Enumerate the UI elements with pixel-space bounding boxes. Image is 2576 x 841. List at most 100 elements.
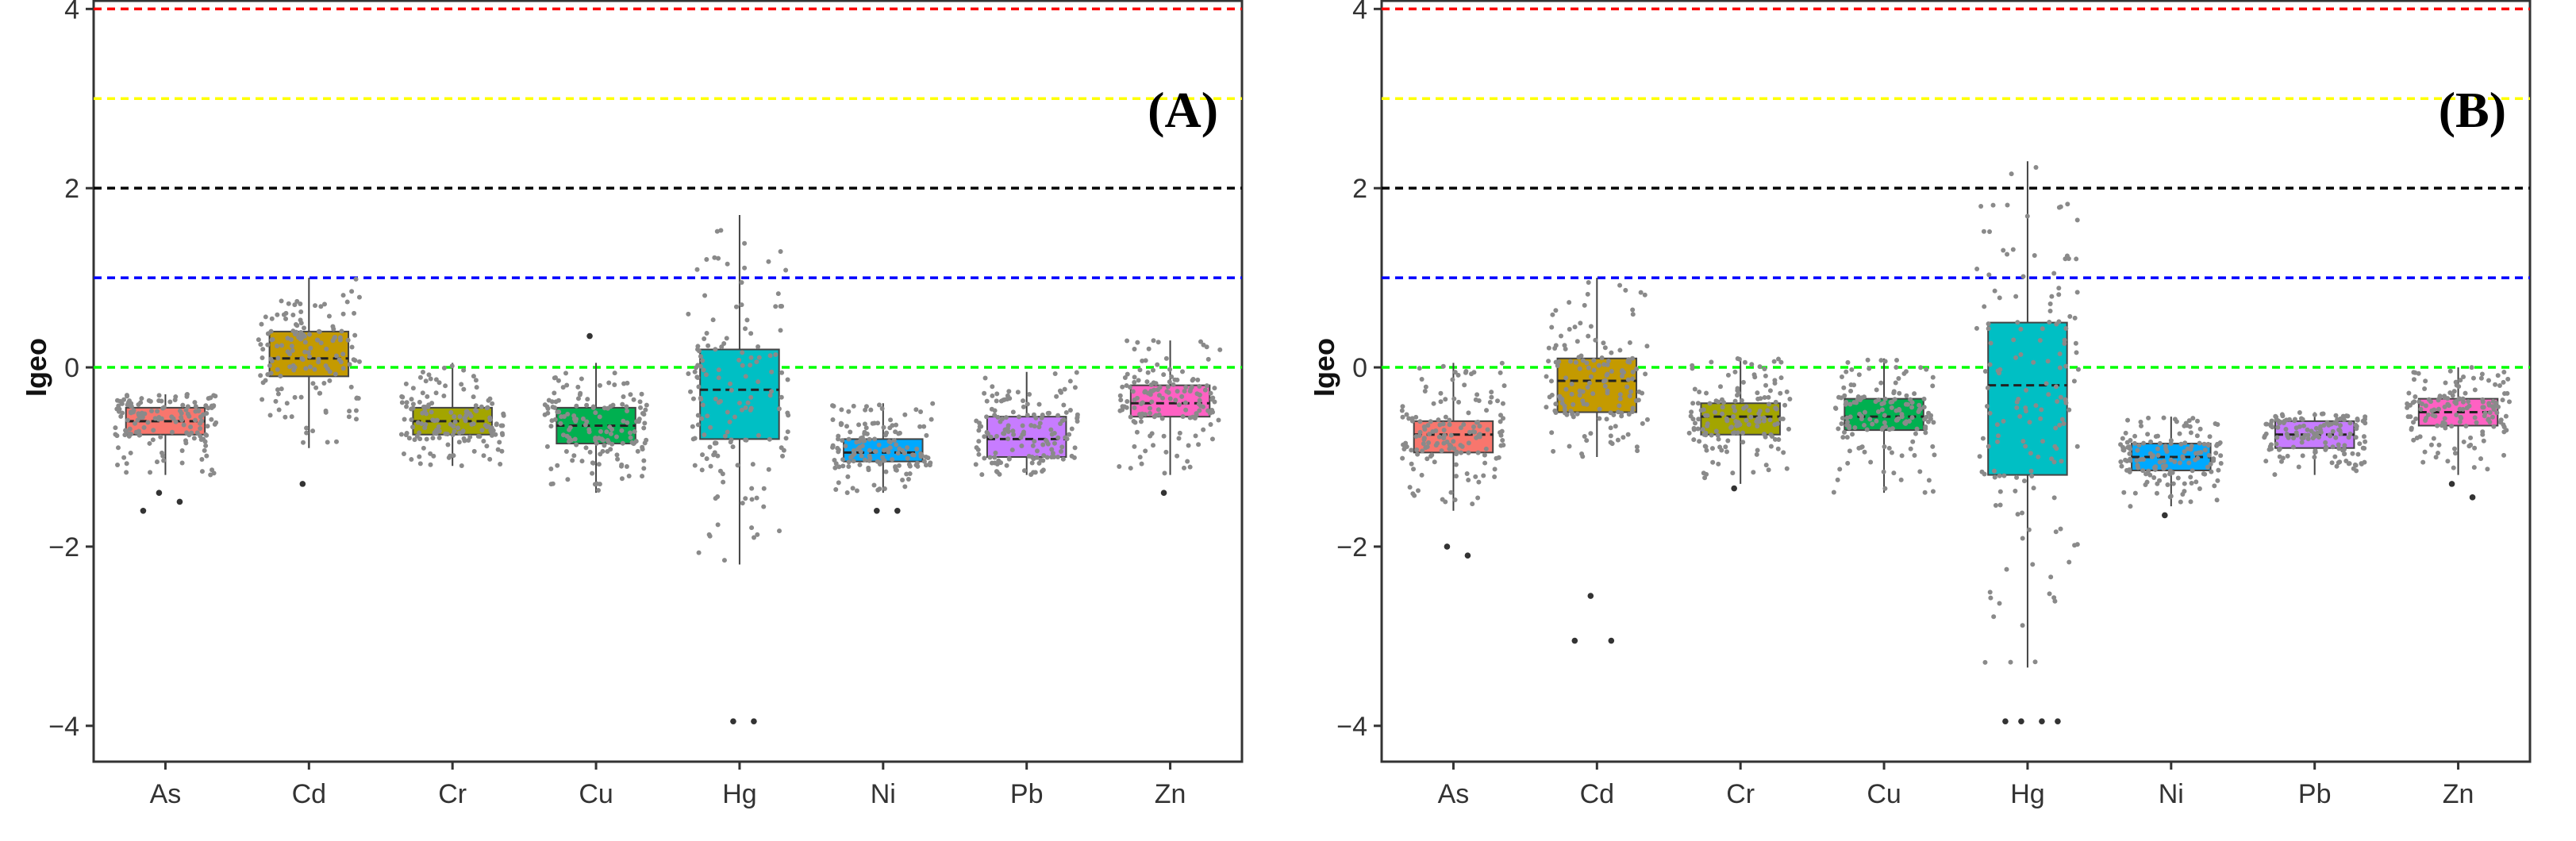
- data-point: [203, 443, 209, 448]
- data-point: [851, 447, 856, 453]
- data-point: [2479, 371, 2485, 377]
- data-point: [131, 408, 136, 413]
- data-point: [1454, 451, 1459, 457]
- data-point: [473, 378, 479, 383]
- data-point: [2196, 450, 2201, 455]
- data-point: [1608, 433, 1613, 439]
- data-point: [424, 436, 429, 442]
- data-point: [643, 407, 648, 413]
- data-point: [1923, 430, 1928, 436]
- data-point: [256, 337, 261, 343]
- data-point: [467, 434, 473, 440]
- data-point: [273, 398, 279, 404]
- data-point: [688, 389, 694, 394]
- data-point: [1748, 414, 1754, 420]
- data-point: [2185, 446, 2190, 451]
- data-point: [1617, 348, 1623, 353]
- data-point: [1132, 444, 1137, 449]
- data-point: [700, 358, 706, 363]
- data-point: [1898, 477, 1904, 482]
- data-point: [706, 532, 712, 537]
- data-point: [719, 344, 725, 350]
- data-point: [704, 331, 709, 336]
- data-point: [990, 384, 995, 390]
- data-point: [989, 406, 994, 412]
- data-point: [1832, 405, 1838, 411]
- data-point: [2341, 417, 2347, 423]
- data-point: [2194, 418, 2200, 424]
- data-point: [324, 346, 329, 351]
- data-point: [1421, 436, 1427, 442]
- data-point: [1894, 417, 1900, 423]
- data-point: [353, 417, 359, 422]
- data-point: [1917, 469, 1923, 474]
- data-point: [2013, 294, 2019, 299]
- data-point: [830, 444, 836, 450]
- x-tick-label-Zn: Zn: [2443, 779, 2474, 809]
- data-point: [2072, 315, 2078, 321]
- data-point: [552, 390, 557, 396]
- data-point: [159, 398, 164, 404]
- data-point: [1163, 355, 1169, 361]
- data-point: [2269, 418, 2274, 424]
- data-point: [2480, 399, 2486, 405]
- data-point: [2472, 445, 2478, 451]
- data-point: [880, 455, 886, 460]
- data-point: [1132, 346, 1137, 351]
- data-point: [2480, 429, 2486, 435]
- data-point: [1159, 416, 1165, 421]
- data-point: [1562, 410, 1567, 416]
- data-point: [888, 417, 894, 423]
- data-point: [2285, 453, 2290, 459]
- data-point: [356, 396, 361, 401]
- data-point: [399, 394, 405, 399]
- data-point: [269, 316, 275, 321]
- data-point: [1466, 410, 1471, 416]
- data-point: [430, 436, 436, 441]
- data-point: [1837, 467, 1843, 472]
- data-point: [327, 378, 333, 383]
- data-point: [743, 374, 748, 379]
- data-point: [2027, 420, 2032, 425]
- data-point: [1686, 430, 1692, 436]
- data-point: [632, 428, 637, 434]
- data-point: [1772, 436, 1778, 442]
- data-point: [133, 420, 138, 426]
- data-point: [637, 399, 643, 405]
- data-point: [839, 407, 844, 413]
- data-point: [193, 417, 198, 423]
- data-point: [570, 458, 575, 463]
- data-point: [268, 328, 274, 334]
- data-point: [1498, 419, 1503, 424]
- data-point: [1489, 394, 1494, 400]
- data-point: [2480, 405, 2486, 410]
- data-point: [872, 436, 878, 442]
- data-point: [894, 422, 899, 428]
- data-point: [624, 464, 629, 470]
- data-point: [1754, 451, 1759, 457]
- data-point: [1492, 474, 1498, 479]
- data-point: [2057, 422, 2063, 428]
- data-point: [313, 303, 318, 309]
- data-point: [489, 425, 494, 431]
- data-point: [406, 436, 412, 441]
- data-point: [895, 451, 901, 456]
- data-point: [835, 445, 840, 451]
- data-point: [605, 449, 610, 455]
- data-point: [875, 487, 881, 493]
- data-point: [307, 364, 313, 370]
- data-point: [2067, 313, 2073, 319]
- data-point: [559, 414, 564, 420]
- data-point: [2329, 460, 2335, 466]
- data-point: [1452, 370, 1458, 375]
- data-point: [1847, 448, 1852, 454]
- data-point: [564, 382, 570, 388]
- data-point: [994, 433, 999, 439]
- data-point: [2128, 446, 2133, 451]
- data-point: [402, 417, 407, 422]
- data-point: [1845, 359, 1851, 365]
- data-point: [1897, 390, 1902, 396]
- data-point: [1909, 405, 1915, 410]
- data-point: [160, 405, 166, 411]
- data-point: [686, 371, 691, 376]
